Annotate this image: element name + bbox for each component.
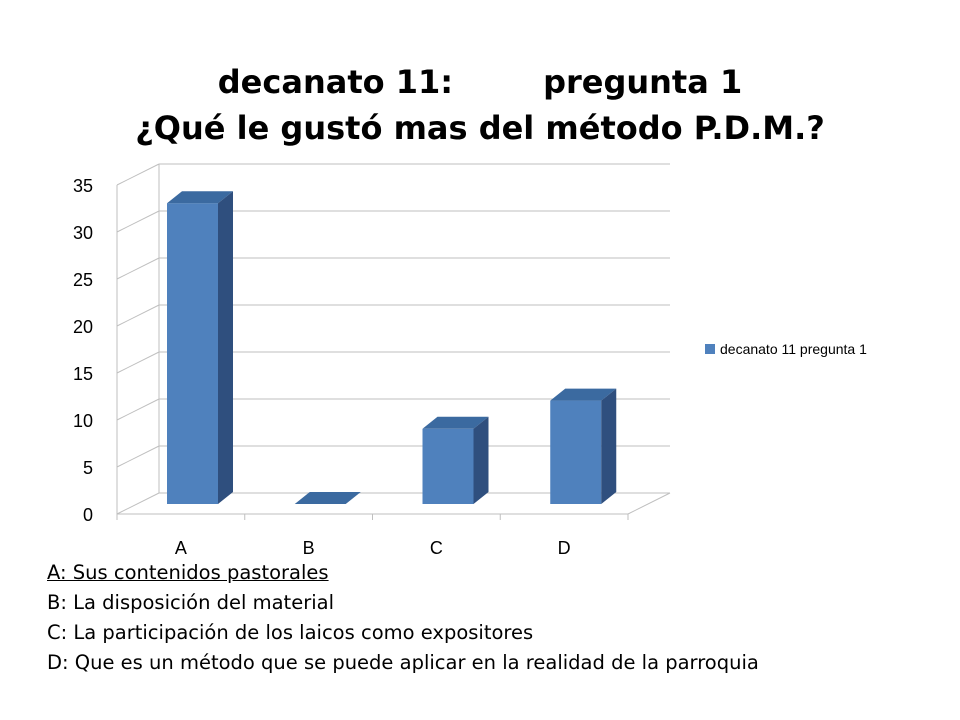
caption-a: A: Sus contenidos pastorales <box>47 561 329 584</box>
caption-c: C: La participación de los laicos como e… <box>47 621 534 644</box>
bar-top-d <box>550 388 617 401</box>
y-tick-label: 15 <box>73 364 93 384</box>
y-tick-label: 20 <box>73 317 93 337</box>
x-tick-label: B <box>303 538 315 558</box>
y-tick-label: 0 <box>83 505 93 525</box>
gridline-diagonal <box>116 304 160 327</box>
x-tick-label: D <box>558 538 571 558</box>
caption-d: D: Que es un método que se puede aplicar… <box>47 651 759 674</box>
bar-side-d <box>601 388 617 504</box>
gridline-diagonal <box>116 257 160 280</box>
gridline-diagonal <box>116 351 160 374</box>
gridline-diagonal <box>116 492 160 515</box>
x-tick-label: A <box>175 538 187 558</box>
bar-c <box>422 428 474 504</box>
y-tick-label: 30 <box>73 223 93 243</box>
bar-side-c <box>473 416 489 504</box>
floor-right-edge <box>627 492 671 515</box>
bar-a <box>167 203 218 504</box>
bar-side-a <box>218 191 233 504</box>
y-tick-label: 35 <box>73 176 93 196</box>
title-part-2: pregunta 1 <box>543 63 743 101</box>
legend-label: decanato 11 pregunta 1 <box>720 341 867 357</box>
bar-d <box>550 400 602 504</box>
y-tick-label: 5 <box>83 458 93 478</box>
legend-swatch <box>705 344 715 354</box>
y-tick-label: 25 <box>73 270 93 290</box>
gridline-diagonal <box>116 398 160 421</box>
category-captions: A: Sus contenidos pastorales B: La dispo… <box>47 558 927 678</box>
bar-top-a <box>167 191 233 204</box>
y-tick-label: 10 <box>73 411 93 431</box>
gridline-diagonal <box>116 210 160 233</box>
slide-title: decanato 11: pregunta 1 ¿Qué le gustó mas… <box>0 62 960 148</box>
title-part-1: decanato 11: <box>217 63 454 101</box>
title-question: ¿Qué le gustó mas del método P.D.M.? <box>135 109 825 147</box>
gridline-diagonal <box>116 163 160 186</box>
gridline-diagonal <box>116 445 160 468</box>
bar-top-b <box>294 492 361 504</box>
bar-top-c <box>422 416 489 429</box>
caption-b: B: La disposición del material <box>47 591 335 614</box>
x-tick-label: C <box>430 538 443 558</box>
